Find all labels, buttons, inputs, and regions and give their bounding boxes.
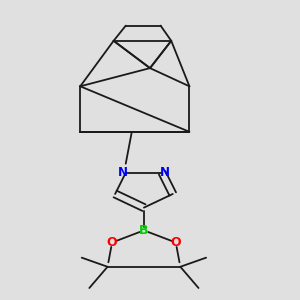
Text: B: B xyxy=(139,224,149,237)
Text: O: O xyxy=(107,236,117,249)
Text: O: O xyxy=(170,236,181,249)
Text: N: N xyxy=(160,166,170,179)
Text: N: N xyxy=(118,166,128,179)
